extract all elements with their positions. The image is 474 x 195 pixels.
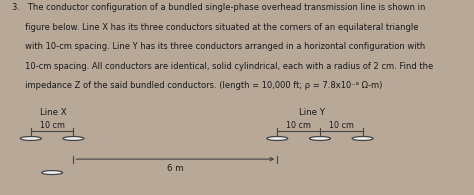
Circle shape — [42, 171, 63, 175]
Text: 10 cm: 10 cm — [329, 121, 354, 130]
Circle shape — [267, 136, 288, 140]
Text: Line X: Line X — [40, 108, 67, 117]
Circle shape — [20, 136, 41, 140]
Text: Line Y: Line Y — [299, 108, 325, 117]
Circle shape — [352, 136, 373, 140]
Circle shape — [310, 136, 330, 140]
Text: impedance Z of the said bundled conductors. (length = 10,000 ft; ρ = 7.8x10⁻⁸ Ω-: impedance Z of the said bundled conducto… — [12, 81, 382, 90]
Circle shape — [63, 136, 84, 140]
Text: 10 cm: 10 cm — [40, 121, 64, 130]
Text: 10 cm: 10 cm — [286, 121, 311, 130]
Text: 3.   The conductor configuration of a bundled single-phase overhead transmission: 3. The conductor configuration of a bund… — [12, 3, 425, 12]
Text: 6 m: 6 m — [167, 164, 184, 173]
Text: figure below. Line X has its three conductors situated at the corners of an equi: figure below. Line X has its three condu… — [12, 23, 419, 32]
Text: with 10-cm spacing. Line Y has its three conductors arranged in a horizontal con: with 10-cm spacing. Line Y has its three… — [12, 42, 425, 51]
Text: 10-cm spacing. All conductors are identical, solid cylindrical, each with a radi: 10-cm spacing. All conductors are identi… — [12, 62, 433, 71]
